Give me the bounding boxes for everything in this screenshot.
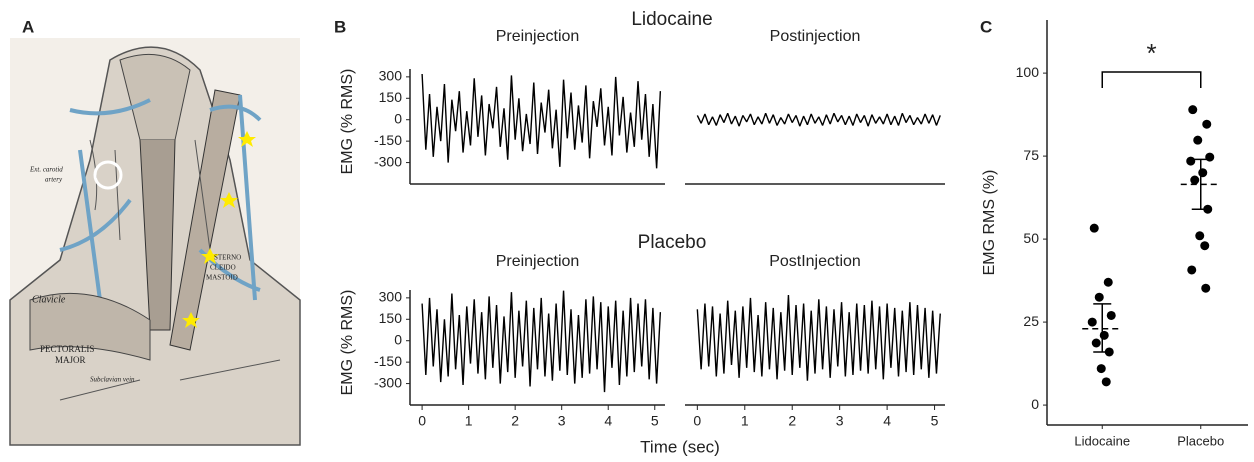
x-tick-label: Lidocaine	[1074, 433, 1130, 448]
anatomy-label: Subclavian vein	[90, 376, 135, 384]
y-tick-label: -150	[374, 353, 402, 369]
chart-title: Lidocaine	[631, 9, 712, 30]
panel-a-drawing	[9, 38, 301, 446]
x-tick-label: 4	[604, 413, 612, 429]
y-tick-label: 0	[1031, 396, 1039, 412]
anatomy-label: STERNO	[214, 254, 241, 262]
asterisk	[201, 248, 219, 264]
x-tick-label: Placebo	[1177, 433, 1224, 448]
anatomy-label: MASTOID	[206, 274, 238, 282]
y-tick-label: 300	[379, 289, 403, 305]
data-point	[1101, 377, 1111, 387]
y-tick-label: -300	[374, 374, 402, 390]
x-tick-label: 3	[558, 413, 566, 429]
panel-label: B	[334, 17, 346, 36]
x-tick-label: 1	[741, 413, 749, 429]
y-tick-label: 25	[1023, 313, 1039, 329]
asterisk	[182, 312, 200, 328]
data-point	[1187, 265, 1197, 275]
emg-trace	[421, 73, 662, 169]
x-tick-label: 2	[788, 413, 796, 429]
y-tick-label: 50	[1023, 230, 1039, 246]
y-tick-label: -150	[374, 132, 402, 148]
panel-a-labels: Ext. carotid artery Clavicle PECTORALIS …	[29, 166, 241, 384]
subplot-title: Preinjection	[496, 253, 580, 270]
data-point	[1193, 135, 1203, 145]
y-tick-label: -300	[374, 153, 402, 169]
subplot-title: Preinjection	[496, 28, 580, 45]
data-point	[1103, 277, 1113, 287]
y-tick-label: 0	[394, 331, 402, 347]
x-tick-label: 2	[511, 413, 519, 429]
data-point	[1099, 330, 1109, 340]
clavicle-area	[29, 292, 151, 361]
anatomy-label: MAJOR	[55, 355, 86, 365]
x-tick-label: 5	[931, 413, 939, 429]
x-tick-label: 1	[465, 413, 473, 429]
x-tick-label: 3	[836, 413, 844, 429]
data-point	[1089, 223, 1099, 233]
panel-label: A	[22, 17, 34, 36]
y-tick-label: 0	[394, 110, 402, 126]
x-tick-label: 5	[651, 413, 659, 429]
y-tick-label: 75	[1023, 147, 1039, 163]
asterisk	[238, 131, 256, 147]
subplot-title: PostInjection	[769, 253, 861, 270]
asterisks	[182, 131, 256, 328]
y-axis-label: EMG (% RMS)	[339, 290, 356, 396]
data-point	[1195, 231, 1205, 241]
emg-trace	[421, 290, 662, 393]
muscle	[169, 89, 241, 351]
anatomy-label: Clavicle	[32, 294, 66, 305]
data-point	[1094, 292, 1104, 302]
x-axis-label: Time (sec)	[640, 437, 720, 456]
data-point	[1106, 310, 1116, 320]
significance-bracket	[1101, 71, 1202, 88]
y-axis-label: EMG (% RMS)	[339, 69, 356, 175]
data-point	[1201, 283, 1211, 293]
subplot-title: Postinjection	[770, 28, 861, 45]
trachea	[139, 139, 176, 331]
x-tick-label: 4	[883, 413, 891, 429]
anatomy-label: artery	[45, 176, 63, 184]
data-point	[1186, 156, 1196, 166]
asterisk	[220, 192, 238, 208]
data-point	[1096, 364, 1106, 374]
chart-title: Placebo	[638, 232, 707, 253]
anatomy-label: Ext. carotid	[29, 166, 63, 174]
data-point	[1205, 152, 1215, 162]
x-tick-label: 0	[418, 413, 426, 429]
veins	[59, 94, 262, 301]
data-point	[1091, 338, 1101, 348]
y-axis-label: EMG RMS (%)	[981, 170, 998, 276]
data-point	[1190, 175, 1200, 185]
data-point	[1198, 168, 1208, 178]
injection-site	[93, 160, 123, 190]
data-point	[1188, 105, 1198, 115]
y-tick-label: 150	[379, 310, 403, 326]
panel-label: C	[980, 17, 992, 36]
anatomy-label: PECTORALIS	[40, 344, 94, 354]
x-tick-label: 0	[693, 413, 701, 429]
anatomy-label: CLEIDO	[210, 264, 236, 272]
significance-mark: *	[1146, 38, 1156, 68]
y-tick-label: 300	[379, 68, 403, 84]
data-point	[1087, 317, 1097, 327]
data-point	[1200, 241, 1210, 251]
emg-trace	[696, 294, 941, 381]
y-tick-label: 100	[1016, 64, 1040, 80]
jaw	[119, 53, 191, 141]
data-point	[1202, 119, 1212, 129]
y-tick-label: 150	[379, 89, 403, 105]
emg-trace	[696, 113, 941, 127]
